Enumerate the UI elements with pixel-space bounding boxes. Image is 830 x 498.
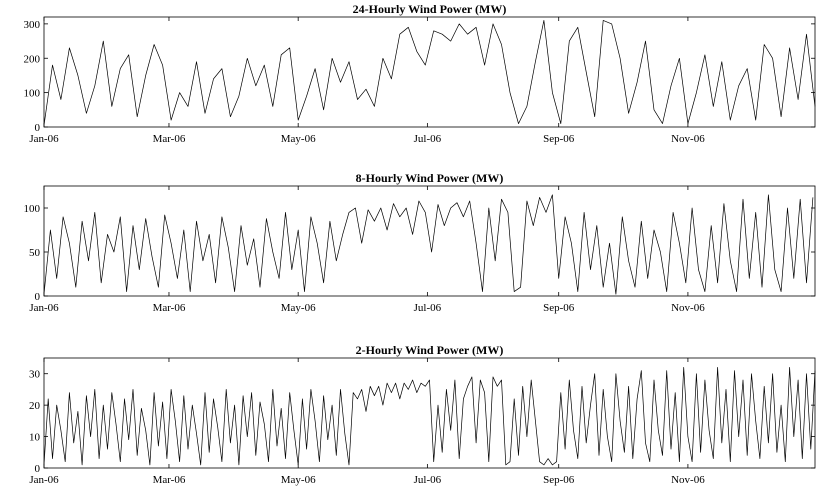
x-tick-label: Jul-06: [414, 133, 442, 145]
series-line: [43, 194, 814, 295]
panel-24-hourly: 24-Hourly Wind Power (MW) 0 100 200 300 Jan-0…: [24, 2, 816, 145]
y-tick-label: 100: [24, 203, 41, 215]
x-tick-label: May-06: [281, 302, 316, 314]
x-tick-label: Sep-06: [543, 302, 575, 314]
x-tick-label: Nov-06: [671, 302, 705, 314]
x-tick-label: Nov-06: [671, 133, 705, 145]
y-tick-label: 20: [29, 400, 41, 412]
y-tick-label: 30: [29, 369, 41, 381]
chart-title: 24-Hourly Wind Power (MW): [353, 2, 507, 16]
x-tick-label: May-06: [281, 474, 316, 486]
x-tick-label: Jul-06: [414, 302, 442, 314]
panel-2-hourly: 2-Hourly Wind Power (MW) 0 10 20 30 Jan-06 Mar…: [29, 343, 816, 486]
series-line: [43, 367, 816, 466]
panel-8-hourly: 8-Hourly Wind Power (MW) 0 50 100 Jan-06 Mar-…: [24, 171, 816, 314]
y-tick-label: 0: [35, 463, 41, 475]
y-tick-label: 0: [35, 291, 41, 303]
x-tick-label: Jul-06: [414, 474, 442, 486]
y-tick-label: 10: [29, 432, 41, 444]
axes-box: [43, 357, 816, 469]
x-tick-label: Jan-06: [29, 302, 59, 314]
x-tick-label: Sep-06: [543, 474, 575, 486]
y-tick-label: 100: [24, 88, 41, 100]
axes-box: [43, 185, 816, 297]
x-tick-label: Nov-06: [671, 474, 705, 486]
y-tick-label: 200: [24, 53, 41, 65]
chart-title: 8-Hourly Wind Power (MW): [356, 171, 504, 185]
x-tick-label: May-06: [281, 133, 316, 145]
y-tick-label: 300: [24, 19, 41, 31]
chart-title: 2-Hourly Wind Power (MW): [356, 343, 504, 357]
x-tick-label: Mar-06: [153, 302, 186, 314]
axes-box: [43, 16, 816, 128]
series-line: [43, 20, 816, 126]
x-tick-label: Mar-06: [153, 133, 186, 145]
y-tick-label: 0: [35, 122, 41, 134]
y-tick-label: 50: [29, 247, 41, 259]
x-tick-label: Sep-06: [543, 133, 575, 145]
x-tick-label: Jan-06: [29, 474, 59, 486]
x-tick-label: Jan-06: [29, 133, 59, 145]
x-tick-label: Mar-06: [153, 474, 186, 486]
